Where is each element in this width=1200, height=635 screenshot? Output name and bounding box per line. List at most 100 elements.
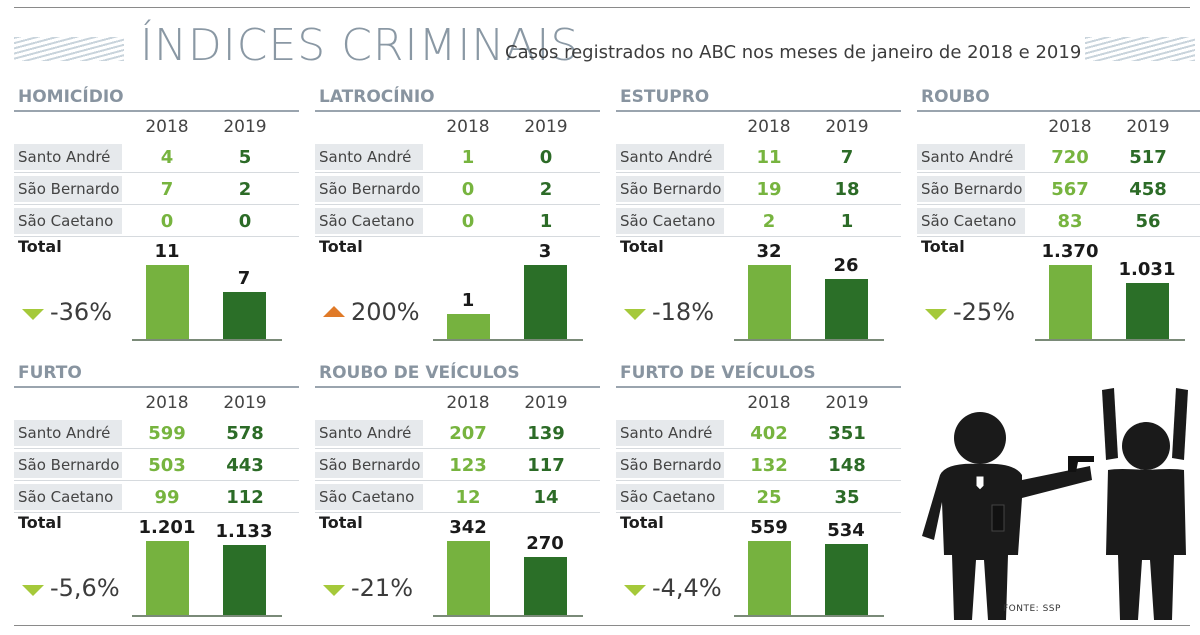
value-2018: 4 bbox=[160, 147, 174, 168]
total-2019-label: 26 bbox=[833, 255, 859, 276]
city-label: São Caetano bbox=[14, 484, 122, 510]
city-label: Santo André bbox=[315, 420, 423, 446]
decorative-hatch-left bbox=[14, 37, 124, 61]
bar-baseline bbox=[433, 615, 583, 617]
robber-head bbox=[1122, 422, 1170, 470]
panel-title: ROUBO bbox=[921, 87, 990, 107]
row-divider bbox=[917, 172, 1200, 173]
table-row: Santo André 11 7 bbox=[616, 144, 901, 173]
row-divider bbox=[315, 172, 600, 173]
row-divider bbox=[315, 204, 600, 205]
value-2018: 503 bbox=[148, 455, 186, 476]
percent-change: -5,6% bbox=[50, 574, 120, 602]
city-label: Santo André bbox=[315, 144, 423, 170]
city-label: São Caetano bbox=[917, 208, 1025, 234]
page-subtitle: Casos registrados no ABC nos meses de ja… bbox=[505, 42, 1082, 63]
table-row: Santo André 4 5 bbox=[14, 144, 299, 173]
crime-panel: FURTO 2018 2019 Santo André 599 578 São Bernar… bbox=[14, 362, 299, 627]
value-2019: 112 bbox=[226, 487, 264, 508]
city-label: São Bernardo bbox=[315, 176, 423, 202]
increase-arrow-icon bbox=[323, 306, 345, 317]
table-row: Santo André 599 578 bbox=[14, 420, 299, 449]
row-divider bbox=[616, 480, 901, 481]
bar-2019 bbox=[223, 545, 266, 615]
bar-2019 bbox=[524, 557, 567, 615]
city-label: Santo André bbox=[616, 144, 724, 170]
crime-panel: LATROCÍNIO 2018 2019 Santo André 1 0 São Berna… bbox=[315, 86, 600, 351]
bar-2019 bbox=[825, 279, 868, 339]
row-divider bbox=[14, 236, 299, 237]
value-2019: 443 bbox=[226, 455, 264, 476]
percent-change: 200% bbox=[351, 298, 420, 326]
value-2019: 35 bbox=[834, 487, 860, 508]
value-2018: 99 bbox=[154, 487, 180, 508]
row-divider bbox=[14, 480, 299, 481]
year-header-2019: 2019 bbox=[524, 393, 568, 413]
table-row: São Bernardo 132 148 bbox=[616, 452, 901, 481]
city-label: São Bernardo bbox=[616, 176, 724, 202]
city-label: São Caetano bbox=[315, 208, 423, 234]
total-label: Total bbox=[18, 237, 62, 256]
bar-2018 bbox=[1049, 265, 1092, 339]
decrease-arrow-icon bbox=[624, 309, 646, 320]
crime-panel: FURTO DE VEÍCULOS 2018 2019 Santo André 402 3… bbox=[616, 362, 901, 627]
table-row: São Caetano 25 35 bbox=[616, 484, 901, 513]
bar-baseline bbox=[1035, 339, 1185, 341]
value-2019: 517 bbox=[1129, 147, 1167, 168]
total-label: Total bbox=[319, 513, 363, 532]
table-row: São Caetano 99 112 bbox=[14, 484, 299, 513]
city-label: Santo André bbox=[616, 420, 724, 446]
row-divider bbox=[917, 204, 1200, 205]
value-2018: 599 bbox=[148, 423, 186, 444]
total-label: Total bbox=[921, 237, 965, 256]
row-divider bbox=[315, 448, 600, 449]
panel-title-rule bbox=[315, 110, 600, 112]
table-row: Santo André 1 0 bbox=[315, 144, 600, 173]
value-2019: 14 bbox=[533, 487, 559, 508]
row-divider bbox=[14, 172, 299, 173]
table-row: São Bernardo 123 117 bbox=[315, 452, 600, 481]
holster bbox=[991, 504, 1005, 532]
row-divider bbox=[14, 448, 299, 449]
value-2019: 5 bbox=[238, 147, 252, 168]
total-2019-label: 534 bbox=[827, 520, 865, 541]
total-2019-label: 7 bbox=[237, 268, 251, 289]
total-label: Total bbox=[18, 513, 62, 532]
total-2018-label: 342 bbox=[449, 517, 487, 538]
value-2018: 720 bbox=[1051, 147, 1089, 168]
decrease-arrow-icon bbox=[925, 309, 947, 320]
table-row: São Bernardo 7 2 bbox=[14, 176, 299, 205]
row-divider bbox=[616, 512, 901, 513]
total-2018-label: 32 bbox=[756, 241, 782, 262]
total-2018-label: 1.370 bbox=[1041, 241, 1099, 262]
city-label: Santo André bbox=[14, 144, 122, 170]
value-2018: 11 bbox=[756, 147, 782, 168]
panel-title-rule bbox=[616, 386, 901, 388]
value-2019: 0 bbox=[238, 211, 252, 232]
year-header-2018: 2018 bbox=[446, 393, 490, 413]
officer-head bbox=[954, 412, 1006, 464]
value-2019: 0 bbox=[539, 147, 553, 168]
value-2019: 2 bbox=[539, 179, 553, 200]
value-2018: 19 bbox=[756, 179, 782, 200]
source-note: FONTE: SSP bbox=[1003, 604, 1061, 614]
value-2018: 2 bbox=[762, 211, 776, 232]
panel-title: LATROCÍNIO bbox=[319, 87, 435, 107]
bar-2018 bbox=[146, 265, 189, 339]
value-2019: 139 bbox=[527, 423, 565, 444]
value-2018: 0 bbox=[461, 179, 475, 200]
year-header-2018: 2018 bbox=[145, 117, 189, 137]
table-row: São Bernardo 0 2 bbox=[315, 176, 600, 205]
percent-change: -4,4% bbox=[652, 574, 722, 602]
table-row: São Bernardo 567 458 bbox=[917, 176, 1200, 205]
bar-baseline bbox=[734, 339, 884, 341]
value-2019: 18 bbox=[834, 179, 860, 200]
panel-title-rule bbox=[616, 110, 901, 112]
table-row: São Bernardo 503 443 bbox=[14, 452, 299, 481]
decrease-arrow-icon bbox=[22, 585, 44, 596]
bar-2019 bbox=[825, 544, 868, 615]
total-label: Total bbox=[620, 513, 664, 532]
page-title: ÍNDICES CRIMINAIS bbox=[140, 20, 580, 71]
robber-left-arm bbox=[1102, 388, 1118, 460]
gun-icon bbox=[1068, 456, 1094, 472]
